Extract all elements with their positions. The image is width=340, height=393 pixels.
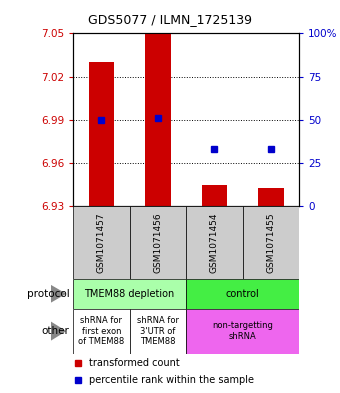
Text: shRNA for
3'UTR of
TMEM88: shRNA for 3'UTR of TMEM88	[137, 316, 179, 346]
Bar	[130, 206, 186, 279]
Bar	[258, 187, 284, 206]
Text: percentile rank within the sample: percentile rank within the sample	[89, 375, 254, 385]
Text: other: other	[42, 326, 70, 336]
Bar	[130, 309, 186, 354]
Polygon shape	[51, 285, 66, 303]
Text: protocol: protocol	[27, 289, 70, 299]
Text: GDS5077 / ILMN_1725139: GDS5077 / ILMN_1725139	[88, 13, 252, 26]
Bar	[73, 309, 130, 354]
Text: shRNA for
first exon
of TMEM88: shRNA for first exon of TMEM88	[78, 316, 124, 346]
Bar	[89, 62, 114, 206]
Bar	[73, 279, 186, 309]
Bar	[73, 206, 130, 279]
Bar	[145, 33, 171, 206]
Bar	[202, 185, 227, 206]
Bar	[186, 206, 243, 279]
Text: GSM1071456: GSM1071456	[153, 212, 163, 273]
Polygon shape	[51, 321, 66, 341]
Bar	[186, 309, 299, 354]
Text: GSM1071455: GSM1071455	[267, 212, 275, 273]
Text: non-targetting
shRNA: non-targetting shRNA	[212, 321, 273, 341]
Bar	[186, 279, 299, 309]
Bar	[243, 206, 299, 279]
Text: GSM1071454: GSM1071454	[210, 213, 219, 273]
Text: TMEM88 depletion: TMEM88 depletion	[85, 289, 175, 299]
Text: GSM1071457: GSM1071457	[97, 212, 106, 273]
Text: transformed count: transformed count	[89, 358, 180, 367]
Text: control: control	[226, 289, 259, 299]
